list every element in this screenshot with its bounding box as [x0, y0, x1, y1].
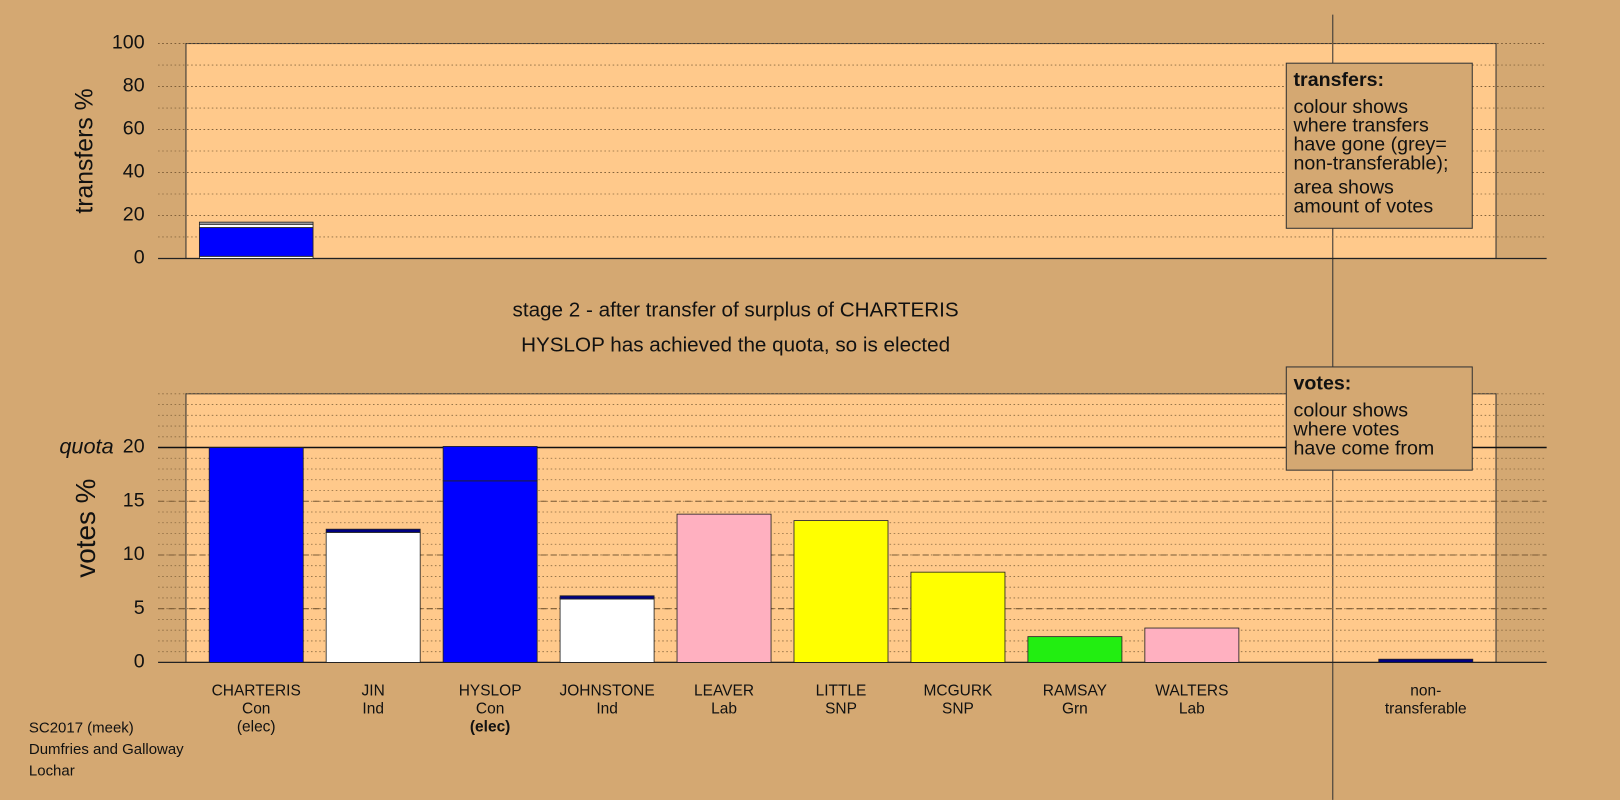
y-axis-label: votes % [70, 479, 101, 578]
category-label: SNP [825, 701, 857, 718]
category-label: CHARTERIS [212, 682, 301, 699]
legend-text: area shows [1294, 177, 1395, 199]
category-label: RAMSAY [1043, 682, 1107, 699]
y-tick-label: 60 [123, 118, 145, 140]
legend-text: amount of votes [1294, 196, 1434, 218]
y-tick-label: 0 [134, 651, 145, 673]
category-label: MCGURK [924, 682, 993, 699]
bar-segment [325, 531, 421, 663]
bar-segment [198, 227, 314, 257]
y-tick-label: 20 [123, 436, 145, 458]
y-axis-label: transfers % [71, 88, 98, 213]
legend-text: non-transferable); [1294, 153, 1449, 175]
legend-box [1285, 366, 1473, 471]
category-label: (elec) [470, 719, 510, 736]
bar-segment [198, 223, 314, 228]
legend-text: have come from [1294, 437, 1435, 459]
category-label: WALTERS [1155, 682, 1228, 699]
category-label: Lab [1179, 701, 1205, 718]
y-tick-label: 80 [123, 75, 145, 97]
quota-label: quota [59, 433, 113, 458]
category-label: non- [1410, 682, 1441, 699]
legend-text: transfers: [1294, 69, 1385, 91]
y-tick-label: 40 [123, 161, 145, 183]
bar-segment [1027, 636, 1123, 663]
stage-text: HYSLOP has achieved the quota, so is ele… [521, 334, 950, 357]
category-label: transferable [1385, 701, 1467, 718]
footer-text: Lochar [29, 762, 75, 779]
bar-segment [793, 520, 889, 663]
bar-segment [1378, 658, 1474, 663]
category-label: Con [476, 701, 504, 718]
bar-segment [198, 221, 314, 225]
category-label: HYSLOP [459, 682, 522, 699]
category-label: JOHNSTONE [559, 682, 654, 699]
category-label: Con [242, 701, 270, 718]
category-label: (elec) [237, 719, 276, 736]
bar-segment [325, 528, 421, 533]
bar-segment [559, 598, 655, 663]
bar-segment [208, 447, 304, 663]
stage-text: stage 2 - after transfer of surplus of C… [513, 299, 959, 322]
y-tick-label: 5 [134, 597, 145, 619]
y-tick-label: 20 [123, 204, 145, 226]
y-tick-label: 10 [123, 543, 145, 565]
legend-text: have gone (grey= [1294, 134, 1447, 156]
bar-segment [676, 513, 772, 663]
y-tick-label: 0 [134, 247, 145, 269]
category-label: JIN [362, 682, 385, 699]
legend-box [1285, 62, 1473, 229]
category-label: Grn [1062, 701, 1088, 718]
category-label: Ind [362, 701, 384, 718]
bar-segment [1144, 627, 1240, 663]
legend-text: votes: [1294, 373, 1352, 395]
bar-segment [559, 595, 655, 600]
legend-text: where transfers [1293, 115, 1429, 137]
footer-text: SC2017 (meek) [29, 719, 134, 736]
category-label: LITTLE [816, 682, 867, 699]
bar-segment [442, 446, 538, 482]
bar-segment [442, 480, 538, 663]
category-label: Lab [711, 701, 737, 718]
legend-text: where votes [1293, 418, 1400, 440]
category-label: Ind [596, 701, 618, 718]
y-tick-label: 100 [112, 32, 145, 54]
legend-text: colour shows [1294, 96, 1409, 118]
category-label: SNP [942, 701, 974, 718]
bar-segment [910, 571, 1006, 663]
y-tick-label: 15 [123, 489, 145, 511]
footer-text: Dumfries and Galloway [29, 741, 184, 758]
category-label: LEAVER [694, 682, 754, 699]
legend-text: colour shows [1294, 400, 1409, 422]
